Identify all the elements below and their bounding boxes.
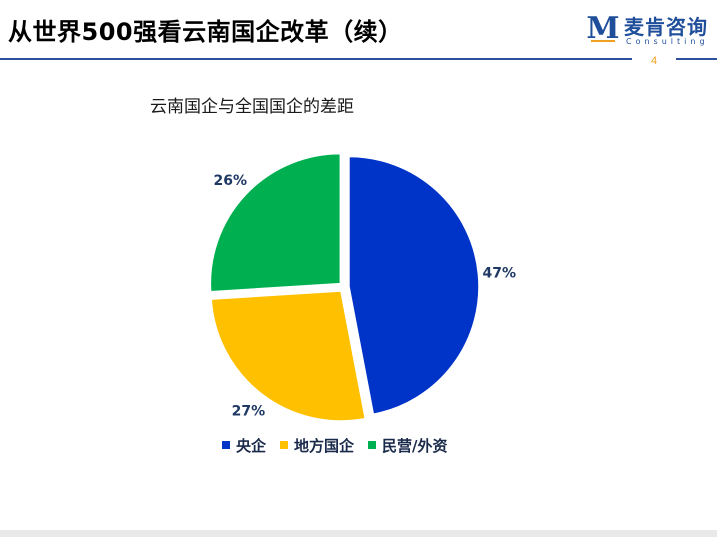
data-label-local: 27% <box>232 403 266 419</box>
company-logo: M 麦肯咨询 Consulting <box>586 8 712 48</box>
legend-swatch-central <box>222 441 230 449</box>
data-label-central: 47% <box>483 265 517 281</box>
logo-name-en: Consulting <box>626 37 709 46</box>
logo-name-cn: 麦肯咨询 <box>624 15 708 39</box>
legend-item-central: 央企 <box>222 435 266 456</box>
pie-slice-local <box>210 290 367 422</box>
data-label-private: 26% <box>214 173 248 189</box>
chart-title: 云南国企与全国国企的差距 <box>150 97 354 117</box>
legend-swatch-local <box>280 441 289 449</box>
slide-title: 从世界500强看云南国企改革（续） <box>8 18 403 46</box>
footer-bar <box>0 530 717 537</box>
pie-slice-central <box>348 155 480 416</box>
header-divider <box>0 58 717 60</box>
pie-slice-private <box>209 152 342 293</box>
legend-label-central: 央企 <box>236 436 267 455</box>
page-number: 4 <box>632 53 676 69</box>
logo-mark-icon: M <box>586 10 620 46</box>
legend-swatch-private <box>368 441 377 449</box>
legend-item-private: 民营/外资 <box>368 435 448 456</box>
chart-legend: 央企 地方国企 民营/外资 <box>222 434 462 456</box>
legend-label-private: 民营/外资 <box>382 436 448 455</box>
legend-label-local: 地方国企 <box>294 436 355 455</box>
legend-item-local: 地方国企 <box>280 435 354 456</box>
